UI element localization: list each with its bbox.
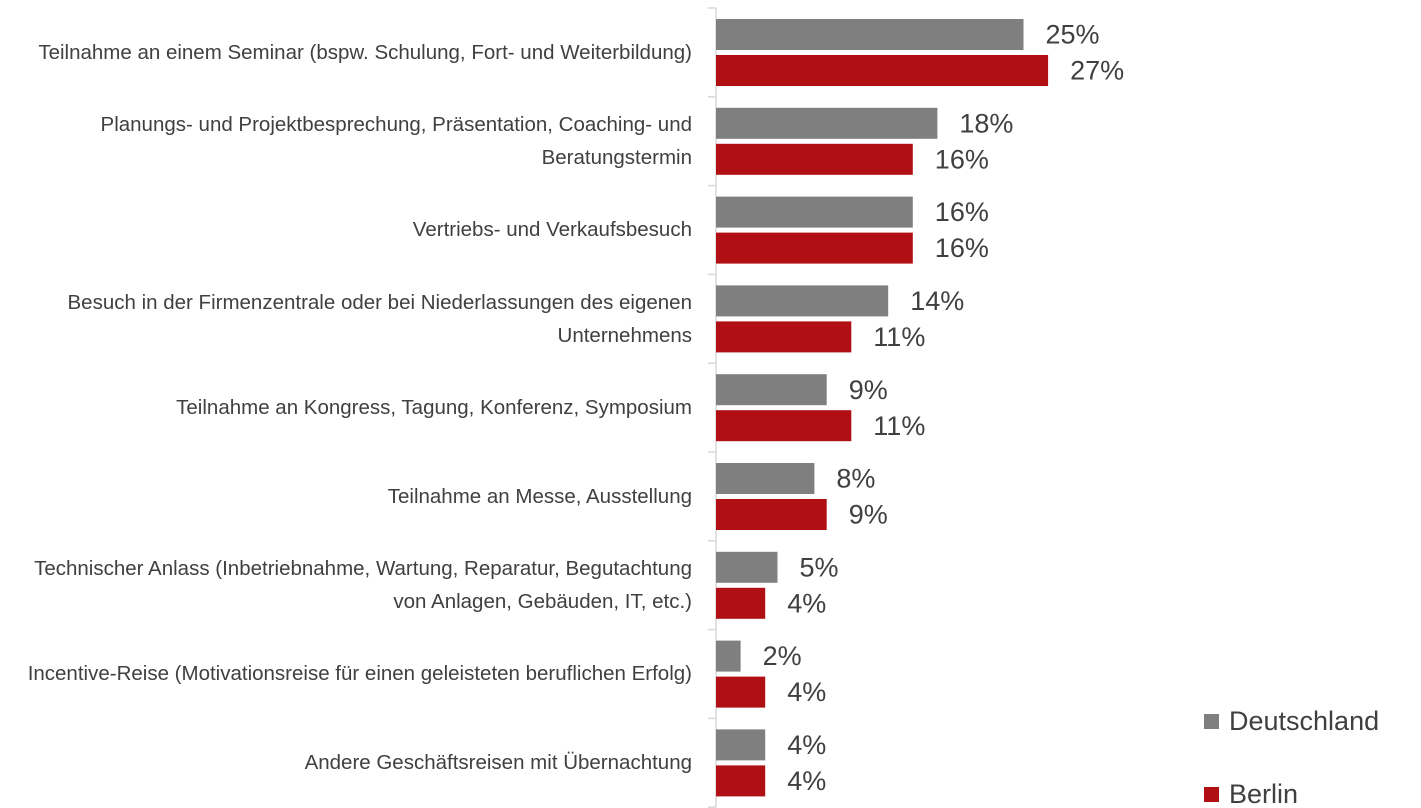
value-label: 18% [959,108,1013,138]
value-label: 8% [836,464,875,494]
value-label: 4% [787,588,826,618]
value-label: 14% [910,286,964,316]
bar [716,285,889,317]
value-label: 16% [935,233,989,263]
bar [716,410,852,442]
bar [716,19,1024,50]
value-label: 4% [787,766,826,796]
category-label: Vertriebs- und Verkaufsbesuch [412,218,692,242]
category-label: Incentive-Reise (Motivationsreise für ei… [27,662,692,686]
category-label: Teilnahme an einem Seminar (bspw. Schulu… [38,40,692,64]
value-label: 4% [787,730,826,760]
category-label: Teilnahme an Kongress, Tagung, Konferenz… [176,396,692,420]
bar [716,640,741,672]
value-label: 9% [849,375,888,405]
value-label: 5% [800,552,839,582]
bar [716,55,1049,86]
category-label: Planungs- und Projektbesprechung, Präsen… [100,113,692,170]
bar [716,232,913,264]
category-label: Besuch in der Firmenzentrale oder bei Ni… [67,290,693,347]
value-label: 11% [873,322,925,352]
legend-swatch [1204,714,1219,729]
bar [716,321,852,353]
bar [716,676,766,708]
bar [716,463,815,494]
bar [716,107,938,139]
bar [716,765,766,797]
value-label: 9% [849,500,888,530]
value-label: 4% [787,677,826,707]
category-label: Andere Geschäftsreisen mit Übernachtung [304,751,692,775]
legend-swatch [1204,787,1219,802]
bar [716,551,778,583]
value-label: 16% [935,197,989,227]
value-label: 11% [873,411,925,441]
value-label: 2% [763,641,802,671]
category-label: Technischer Anlass (Inbetriebnahme, Wart… [34,557,692,614]
legend-label: Deutschland [1229,706,1379,736]
category-label: Teilnahme an Messe, Ausstellung [387,484,692,508]
bar [716,729,766,761]
value-label: 27% [1070,56,1124,86]
bar [716,374,827,406]
bar [716,196,913,228]
bar [716,587,766,619]
bar [716,143,913,175]
legend-label: Berlin [1229,779,1298,808]
bar [716,499,827,530]
value-label: 16% [935,144,989,174]
value-label: 25% [1046,20,1100,50]
